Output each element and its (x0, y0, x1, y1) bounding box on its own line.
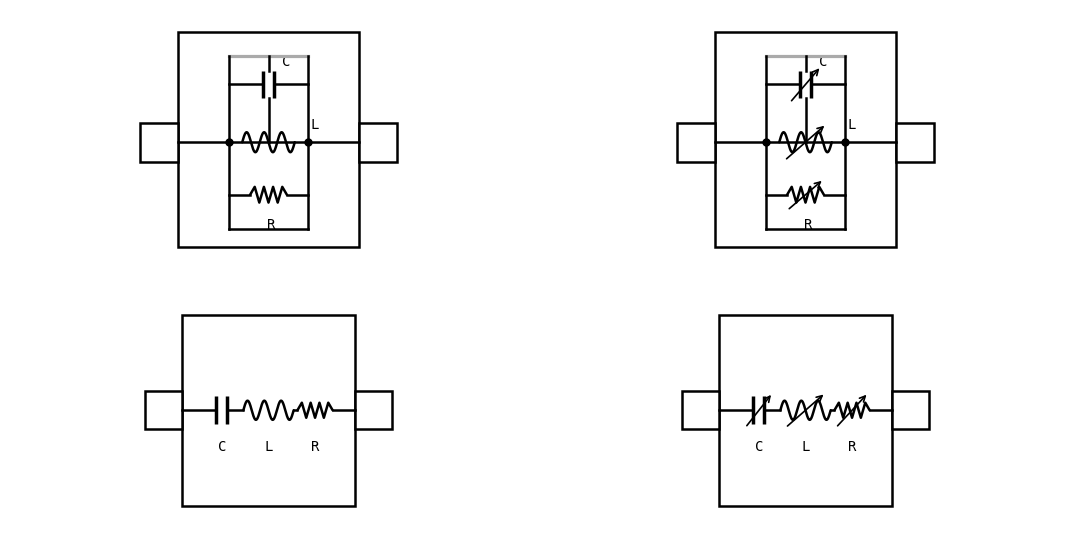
Text: C: C (281, 55, 290, 69)
Text: L: L (264, 440, 273, 455)
Bar (682, 392, 719, 429)
Text: R: R (804, 218, 812, 232)
Text: L: L (847, 118, 856, 132)
Bar (892, 392, 929, 429)
Text: L: L (310, 118, 319, 132)
Bar (719, 315, 892, 506)
Text: L: L (801, 440, 810, 455)
Text: R: R (847, 440, 856, 455)
Bar (355, 392, 392, 429)
Bar (145, 392, 182, 429)
Text: R: R (310, 440, 319, 455)
Bar (178, 32, 359, 247)
Bar (677, 123, 715, 162)
Bar (182, 315, 355, 506)
Text: C: C (755, 440, 764, 455)
Bar (140, 123, 178, 162)
Bar (896, 123, 934, 162)
Bar (715, 32, 896, 247)
Bar (359, 123, 397, 162)
Text: C: C (218, 440, 227, 455)
Text: R: R (267, 218, 275, 232)
Text: C: C (818, 55, 827, 69)
